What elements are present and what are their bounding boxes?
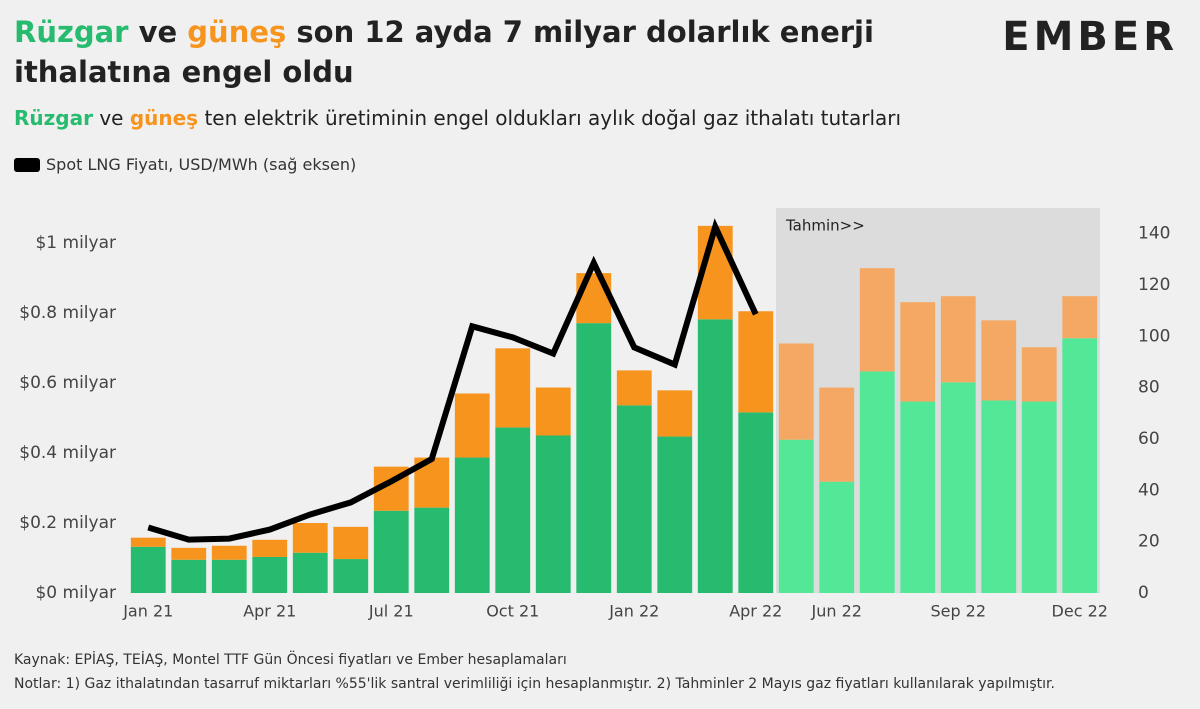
bar	[454, 393, 490, 458]
bar	[576, 273, 612, 324]
subtitle: Rüzgar ve güneş ten elektrik üretiminin …	[14, 106, 901, 130]
y2-tick-label: 120	[1138, 275, 1170, 295]
x-tick-label: Jul 21	[368, 602, 414, 621]
bar	[738, 412, 774, 593]
y2-tick-label: 0	[1138, 583, 1149, 603]
bar	[211, 545, 247, 560]
bar	[495, 427, 531, 593]
legend-label: Spot LNG Fiyatı, USD/MWh (sağ eksen)	[46, 155, 357, 174]
y-tick-label: $0.8 milyar	[19, 303, 116, 323]
bar	[252, 556, 288, 593]
bar	[859, 371, 895, 593]
title-part: Rüzgar	[14, 15, 129, 49]
bar	[900, 401, 936, 593]
x-tick-label: Jan 21	[122, 602, 173, 621]
legend: Spot LNG Fiyatı, USD/MWh (sağ eksen)	[14, 155, 356, 174]
bar	[1062, 338, 1098, 593]
bar	[252, 539, 288, 557]
x-tick-label: Apr 21	[243, 602, 296, 621]
bar	[657, 390, 693, 437]
bar	[778, 439, 814, 593]
bar	[495, 348, 531, 428]
bar	[859, 268, 895, 372]
x-tick-label: Jun 22	[811, 602, 862, 621]
bar	[171, 559, 207, 593]
y-tick-label: $1 milyar	[35, 233, 116, 253]
bar	[373, 510, 409, 593]
bar	[130, 546, 166, 593]
subtitle-part: Rüzgar	[14, 106, 93, 130]
y2-tick-label: 60	[1138, 429, 1160, 449]
y2-tick-label: 40	[1138, 480, 1160, 500]
y-tick-label: $0.6 milyar	[19, 373, 116, 393]
bar	[981, 400, 1017, 593]
bar	[778, 343, 814, 440]
chart-title: Rüzgar ve güneş son 12 ayda 7 milyar dol…	[14, 12, 994, 92]
notes: Notlar: 1) Gaz ithalatından tasarruf mik…	[14, 676, 1055, 692]
bar	[292, 552, 328, 593]
bar	[1021, 347, 1057, 402]
bar	[819, 481, 855, 593]
bar	[454, 457, 490, 593]
bar	[535, 387, 571, 436]
x-tick-label: Sep 22	[930, 602, 986, 621]
title-part: ve	[138, 15, 178, 49]
subtitle-part: ten elektrik üretiminin engel oldukları …	[204, 106, 902, 130]
legend-swatch	[14, 157, 40, 172]
logo: EMBER	[1002, 14, 1178, 60]
bar	[900, 302, 936, 402]
bar	[171, 547, 207, 560]
bar	[333, 526, 369, 560]
bar	[657, 436, 693, 593]
bar	[130, 537, 166, 547]
x-tick-label: Oct 21	[486, 602, 539, 621]
bar	[211, 559, 247, 593]
bar	[535, 435, 571, 593]
bar	[819, 387, 855, 482]
subtitle-part: ve	[99, 106, 124, 130]
x-tick-label: Jan 22	[608, 602, 659, 621]
y2-tick-label: 100	[1138, 326, 1170, 346]
bar	[697, 319, 733, 593]
annotation: Tahmin>>	[785, 217, 865, 235]
bar	[1062, 296, 1098, 339]
title-part: son 12 ayda 7 milyar dolarlık enerji ith…	[14, 15, 874, 89]
bar	[616, 370, 652, 406]
y-tick-label: $0.4 milyar	[19, 443, 116, 463]
y-tick-label: $0 milyar	[35, 583, 116, 603]
title-part: güneş	[187, 15, 287, 49]
bar	[576, 323, 612, 593]
y-tick-label: $0.2 milyar	[19, 513, 116, 533]
x-tick-label: Dec 22	[1052, 602, 1108, 621]
bar	[333, 559, 369, 593]
bar	[414, 507, 450, 593]
bar	[981, 320, 1017, 401]
bar	[1021, 401, 1057, 593]
y2-tick-label: 20	[1138, 532, 1160, 552]
line	[147, 218, 759, 543]
bar	[940, 296, 976, 383]
source: Kaynak: EPİAŞ, TEİAŞ, Montel TTF Gün Önc…	[14, 652, 567, 668]
bar	[738, 311, 774, 413]
x-tick-label: Apr 22	[729, 602, 782, 621]
subtitle-part: güneş	[129, 106, 199, 130]
y2-tick-label: 140	[1138, 224, 1170, 244]
bar	[616, 405, 652, 593]
y2-tick-label: 80	[1138, 378, 1160, 398]
bar	[292, 523, 328, 553]
bar	[940, 382, 976, 593]
